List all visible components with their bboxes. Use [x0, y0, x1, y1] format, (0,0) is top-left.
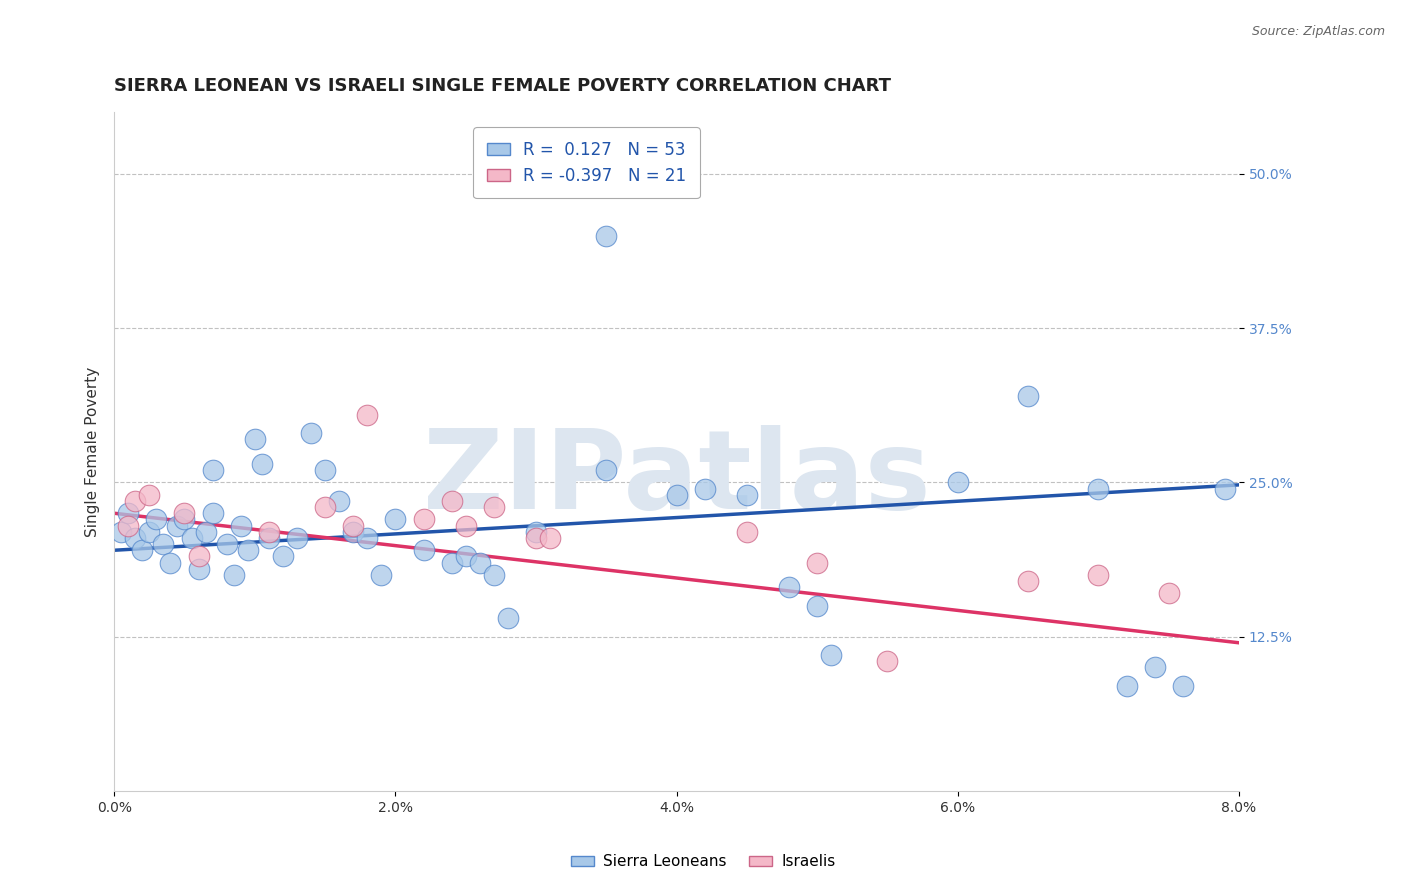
Point — [665, 488, 688, 502]
Point — [440, 556, 463, 570]
Point — [138, 524, 160, 539]
Point — [314, 463, 336, 477]
Point — [243, 432, 266, 446]
Point — [138, 488, 160, 502]
Legend: R =  0.127   N = 53, R = -0.397   N = 21: R = 0.127 N = 53, R = -0.397 N = 21 — [474, 128, 700, 198]
Point — [1213, 482, 1236, 496]
Text: ZIPatlas: ZIPatlas — [423, 425, 931, 533]
Point — [1017, 574, 1039, 588]
Point — [1087, 568, 1109, 582]
Point — [1171, 679, 1194, 693]
Text: SIERRA LEONEAN VS ISRAELI SINGLE FEMALE POVERTY CORRELATION CHART: SIERRA LEONEAN VS ISRAELI SINGLE FEMALE … — [114, 78, 891, 95]
Point — [778, 580, 800, 594]
Point — [412, 512, 434, 526]
Point — [342, 518, 364, 533]
Point — [299, 425, 322, 440]
Point — [328, 494, 350, 508]
Point — [482, 568, 505, 582]
Point — [236, 543, 259, 558]
Point — [257, 524, 280, 539]
Point — [496, 611, 519, 625]
Point — [356, 408, 378, 422]
Point — [454, 518, 477, 533]
Point — [257, 531, 280, 545]
Y-axis label: Single Female Poverty: Single Female Poverty — [86, 367, 100, 537]
Point — [131, 543, 153, 558]
Point — [124, 531, 146, 545]
Point — [124, 494, 146, 508]
Legend: Sierra Leoneans, Israelis: Sierra Leoneans, Israelis — [564, 848, 842, 875]
Point — [180, 531, 202, 545]
Point — [412, 543, 434, 558]
Point — [271, 549, 294, 564]
Point — [1115, 679, 1137, 693]
Point — [145, 512, 167, 526]
Point — [1017, 389, 1039, 403]
Point — [1143, 660, 1166, 674]
Point — [735, 524, 758, 539]
Point — [876, 654, 898, 668]
Point — [524, 524, 547, 539]
Point — [314, 500, 336, 514]
Point — [595, 463, 617, 477]
Point — [806, 556, 828, 570]
Point — [117, 506, 139, 520]
Point — [538, 531, 561, 545]
Point — [194, 524, 217, 539]
Point — [1157, 586, 1180, 600]
Point — [342, 524, 364, 539]
Point — [152, 537, 174, 551]
Point — [173, 506, 195, 520]
Point — [454, 549, 477, 564]
Point — [946, 475, 969, 490]
Point — [468, 556, 491, 570]
Point — [440, 494, 463, 508]
Point — [693, 482, 716, 496]
Point — [820, 648, 842, 662]
Text: Source: ZipAtlas.com: Source: ZipAtlas.com — [1251, 25, 1385, 38]
Point — [187, 562, 209, 576]
Point — [173, 512, 195, 526]
Point — [524, 531, 547, 545]
Point — [166, 518, 188, 533]
Point — [356, 531, 378, 545]
Point — [201, 463, 224, 477]
Point — [250, 457, 273, 471]
Point — [229, 518, 252, 533]
Point — [159, 556, 181, 570]
Point — [595, 228, 617, 243]
Point — [117, 518, 139, 533]
Point — [285, 531, 308, 545]
Point — [806, 599, 828, 613]
Point — [482, 500, 505, 514]
Point — [384, 512, 406, 526]
Point — [215, 537, 238, 551]
Point — [187, 549, 209, 564]
Point — [735, 488, 758, 502]
Point — [110, 524, 132, 539]
Point — [222, 568, 245, 582]
Point — [370, 568, 392, 582]
Point — [1087, 482, 1109, 496]
Point — [201, 506, 224, 520]
